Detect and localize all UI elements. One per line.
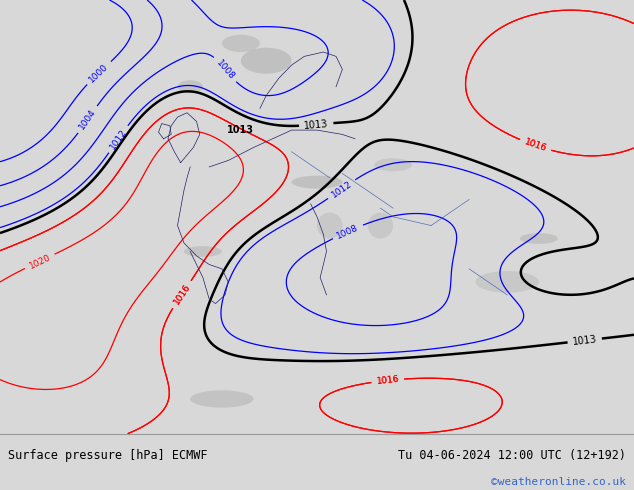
Ellipse shape: [184, 246, 222, 257]
Text: 1016: 1016: [523, 138, 548, 153]
Text: 1016: 1016: [172, 282, 192, 307]
Ellipse shape: [190, 390, 254, 408]
Ellipse shape: [374, 158, 412, 172]
Text: 1013: 1013: [228, 125, 254, 135]
Text: 1008: 1008: [214, 58, 236, 81]
Ellipse shape: [292, 175, 342, 189]
Text: 1016: 1016: [172, 282, 192, 307]
Text: 1020: 1020: [27, 252, 52, 270]
Text: 1016: 1016: [376, 375, 399, 386]
Text: 1013: 1013: [304, 119, 329, 130]
Ellipse shape: [317, 213, 342, 239]
Ellipse shape: [476, 271, 539, 293]
Text: 1012: 1012: [108, 127, 129, 151]
Text: 1016: 1016: [376, 375, 399, 386]
Ellipse shape: [368, 213, 393, 239]
Ellipse shape: [520, 233, 558, 244]
Ellipse shape: [222, 35, 260, 52]
Ellipse shape: [178, 80, 203, 93]
Text: 1016: 1016: [523, 138, 548, 153]
Ellipse shape: [241, 48, 292, 74]
Text: 1000: 1000: [87, 62, 110, 84]
Text: 1008: 1008: [335, 222, 360, 240]
Text: Tu 04-06-2024 12:00 UTC (12+192): Tu 04-06-2024 12:00 UTC (12+192): [398, 449, 626, 463]
Text: 1012: 1012: [330, 179, 354, 199]
Text: 1013: 1013: [572, 334, 597, 347]
Text: Surface pressure [hPa] ECMWF: Surface pressure [hPa] ECMWF: [8, 449, 207, 463]
Text: 1004: 1004: [77, 108, 98, 131]
Text: ©weatheronline.co.uk: ©weatheronline.co.uk: [491, 477, 626, 487]
